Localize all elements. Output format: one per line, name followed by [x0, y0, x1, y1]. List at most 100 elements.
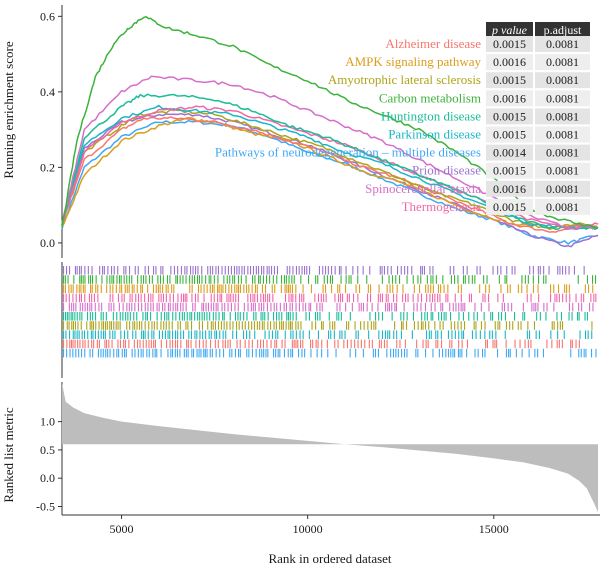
barcode-tick [187, 321, 189, 330]
barcode-tick [215, 348, 217, 358]
barcode-tick [65, 293, 67, 303]
table-cell-bg [535, 198, 590, 215]
barcode-tick [123, 330, 125, 339]
barcode-tick [151, 321, 153, 330]
barcode-tick [334, 293, 336, 303]
barcode-tick [87, 266, 89, 275]
barcode-tick [387, 302, 389, 312]
barcode-tick [64, 284, 66, 293]
barcode-tick [317, 312, 319, 321]
barcode-tick [180, 339, 182, 349]
barcode-tick [407, 293, 409, 303]
barcode-tick [255, 348, 257, 358]
barcode-tick [432, 348, 434, 358]
barcode-tick [203, 312, 205, 321]
barcode-tick [222, 330, 224, 339]
barcode-tick [437, 293, 439, 303]
barcode-tick [527, 339, 529, 349]
barcode-tick [236, 321, 238, 330]
barcode-tick [214, 321, 216, 330]
barcode-tick [148, 339, 150, 349]
barcode-tick [63, 266, 65, 275]
barcode-tick [84, 266, 86, 275]
barcode-tick [396, 330, 398, 339]
barcode-tick [167, 348, 169, 358]
barcode-tick [334, 339, 336, 349]
barcode-tick [368, 330, 370, 339]
barcode-tick [285, 321, 287, 330]
barcode-tick [232, 321, 234, 330]
barcode-tick [404, 266, 406, 275]
barcode-tick [447, 284, 449, 293]
barcode-tick [121, 348, 123, 358]
barcode-tick [205, 275, 207, 284]
barcode-tick [203, 293, 205, 303]
table-header-bg-padjust [535, 22, 590, 38]
table-cell-bg [486, 180, 533, 197]
barcode-tick [66, 321, 68, 330]
barcode-tick [239, 284, 241, 293]
barcode-tick [530, 339, 532, 349]
barcode-tick [450, 275, 452, 284]
barcode-tick [162, 302, 164, 312]
barcode-tick [595, 293, 597, 303]
barcode-tick [325, 293, 327, 303]
barcode-tick [179, 275, 181, 284]
barcode-tick [505, 348, 507, 358]
barcode-tick [341, 330, 343, 339]
barcode-tick [318, 266, 320, 275]
barcode-tick [378, 339, 380, 349]
barcode-tick [498, 275, 500, 284]
barcode-tick [250, 293, 252, 303]
barcode-tick [252, 266, 254, 275]
barcode-tick [236, 266, 238, 275]
barcode-tick [354, 339, 356, 349]
barcode-tick [421, 293, 423, 303]
barcode-tick [123, 339, 125, 349]
barcode-tick [537, 284, 539, 293]
barcode-tick [276, 339, 278, 349]
barcode-tick [75, 293, 77, 303]
barcode-tick [92, 321, 94, 330]
barcode-tick [568, 284, 570, 293]
barcode-tick [219, 293, 221, 303]
barcode-tick [484, 321, 486, 330]
barcode-tick [103, 266, 105, 275]
barcode-tick [392, 284, 394, 293]
barcode-tick [435, 330, 437, 339]
barcode-tick [308, 275, 310, 284]
barcode-tick [119, 339, 121, 349]
barcode-tick [387, 293, 389, 303]
barcode-tick [508, 348, 510, 358]
barcode-tick [142, 339, 144, 349]
barcode-tick [262, 275, 264, 284]
barcode-tick [437, 284, 439, 293]
barcode-tick [295, 321, 297, 330]
barcode-tick [201, 321, 203, 330]
barcode-tick [91, 321, 93, 330]
table-cell-pvalue: 0.0016 [493, 91, 526, 105]
barcode-tick [217, 339, 219, 349]
barcode-tick [460, 302, 462, 312]
barcode-tick [277, 330, 279, 339]
barcode-tick [551, 321, 553, 330]
barcode-tick [203, 348, 205, 358]
barcode-tick [548, 266, 550, 275]
table-cell-bg [486, 126, 533, 143]
barcode-tick [291, 284, 293, 293]
ranked-metric-panel: -0.5 0.0 0.5 1.0 5000 10000 15000 [36, 382, 600, 536]
barcode-tick [234, 284, 236, 293]
barcode-tick [232, 330, 234, 339]
table-cell-padjust: 0.0081 [546, 91, 579, 105]
barcode-tick [84, 284, 86, 293]
barcode-tick [317, 275, 319, 284]
barcode-tick [175, 330, 177, 339]
barcode-tick [151, 330, 153, 339]
barcode-tick [92, 275, 94, 284]
barcode-tick [213, 284, 215, 293]
barcode-tick [263, 302, 265, 312]
barcode-tick [76, 284, 78, 293]
barcode-tick [272, 293, 274, 303]
barcode-tick [291, 302, 293, 312]
barcode-tick [156, 312, 158, 321]
